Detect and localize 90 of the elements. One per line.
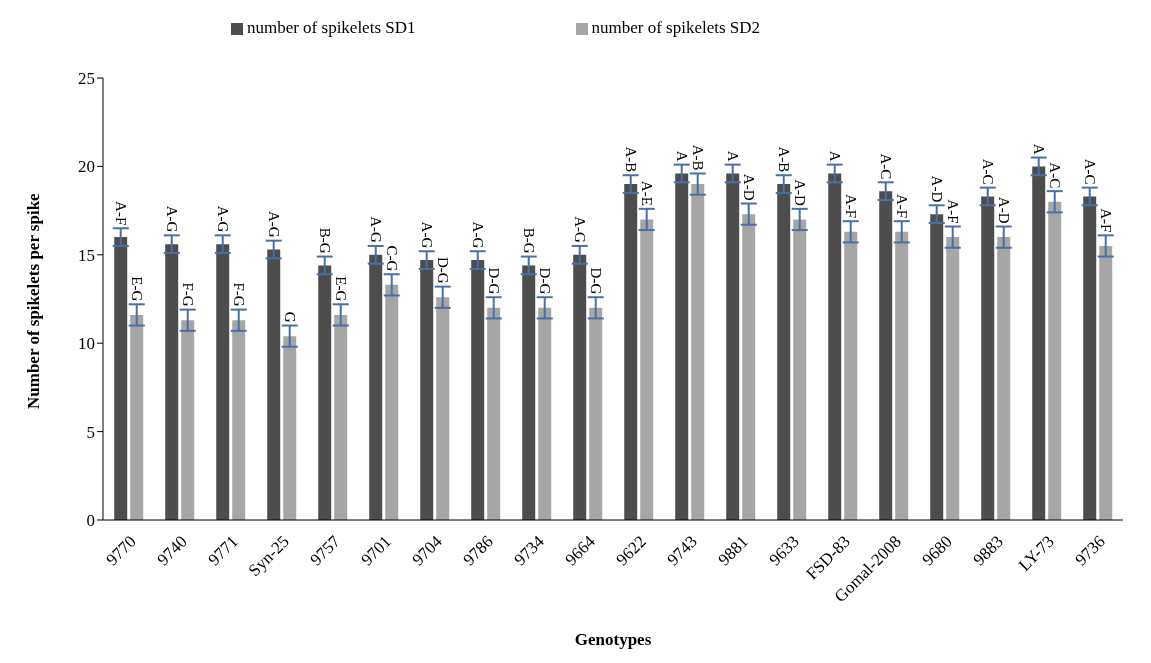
data-label: C-G [383, 245, 400, 272]
data-label: A-C [1046, 162, 1063, 189]
legend-label: number of spikelets SD1 [246, 18, 416, 37]
bar [165, 244, 179, 520]
y-tick-label: 15 [78, 245, 95, 265]
y-tick-label: 5 [86, 422, 95, 442]
y-tick-label: 20 [78, 157, 95, 177]
bar [522, 265, 536, 520]
data-label: A-C [877, 153, 894, 180]
data-label: A-F [842, 194, 859, 219]
data-label: E-G [128, 276, 145, 302]
data-label: A-B [775, 146, 792, 173]
bar [675, 173, 689, 520]
bar [436, 297, 450, 520]
bar [385, 284, 399, 520]
bar [267, 249, 281, 520]
bar [777, 184, 791, 520]
bar [828, 173, 842, 520]
bar [538, 307, 552, 520]
data-label: A-G [367, 216, 384, 244]
data-label: A-B [689, 144, 706, 171]
bar [844, 231, 858, 520]
bar [726, 173, 740, 520]
y-tick-label: 25 [78, 69, 95, 89]
data-label: A-E [638, 180, 655, 206]
data-label: B-G [520, 227, 537, 254]
data-label: A-D [740, 173, 757, 201]
data-label: A-G [571, 216, 588, 244]
bar [334, 314, 348, 520]
data-label: E-G [332, 276, 349, 302]
data-label: F-G [230, 282, 247, 307]
bar [589, 307, 603, 520]
bar [981, 196, 995, 520]
bar [369, 254, 383, 520]
data-label: G [281, 311, 298, 323]
data-label: A-F [112, 201, 129, 226]
bar [216, 244, 230, 520]
bar [114, 237, 128, 520]
bar [420, 260, 434, 520]
y-tick-label: 0 [86, 511, 95, 531]
data-label: F-G [179, 282, 196, 307]
bar [487, 307, 501, 520]
y-tick-label: 10 [78, 334, 95, 354]
bar [879, 191, 893, 520]
data-label: A-D [928, 175, 945, 203]
data-label: A-G [418, 221, 435, 249]
data-label: A-F [893, 194, 910, 219]
y-axis-title: Number of spikelets per spike [24, 192, 44, 409]
bar [1032, 166, 1046, 520]
data-label: A-G [214, 205, 231, 233]
data-label: A-G [265, 210, 282, 238]
bar [318, 265, 332, 520]
bar [930, 214, 944, 520]
data-label: A-C [979, 158, 996, 185]
bar [946, 237, 960, 520]
bar [742, 214, 756, 520]
data-label: B-G [316, 227, 333, 254]
bar [573, 254, 587, 520]
bar [283, 336, 297, 520]
data-label: A [673, 150, 690, 162]
data-label: A-C [1081, 158, 1098, 185]
data-label: A [724, 150, 741, 162]
data-label: A-B [622, 146, 639, 173]
bar [895, 231, 909, 520]
data-label: A-G [469, 221, 486, 249]
data-label: D-G [485, 267, 502, 295]
data-label: A [1030, 143, 1047, 155]
bar [997, 237, 1011, 520]
legend-label: number of spikelets SD2 [591, 18, 761, 37]
data-label: A [826, 150, 843, 162]
data-label: D-G [587, 267, 604, 295]
bar [471, 260, 485, 520]
bar [130, 314, 144, 520]
bar [691, 184, 705, 520]
bar [181, 320, 195, 520]
bar [232, 320, 246, 520]
bar [1099, 245, 1113, 520]
bar [640, 219, 654, 520]
data-label: D-G [536, 267, 553, 295]
x-axis-title: Genotypes [574, 630, 652, 649]
data-label: A-F [1097, 208, 1114, 233]
data-label: A-D [791, 179, 808, 206]
data-label: A-G [163, 205, 180, 233]
data-label: D-G [434, 256, 451, 284]
bar [793, 219, 807, 520]
bar [624, 184, 638, 520]
bar [1048, 201, 1062, 520]
bar [1083, 196, 1097, 520]
data-label: A-D [995, 196, 1012, 224]
data-label: A-F [944, 199, 961, 224]
